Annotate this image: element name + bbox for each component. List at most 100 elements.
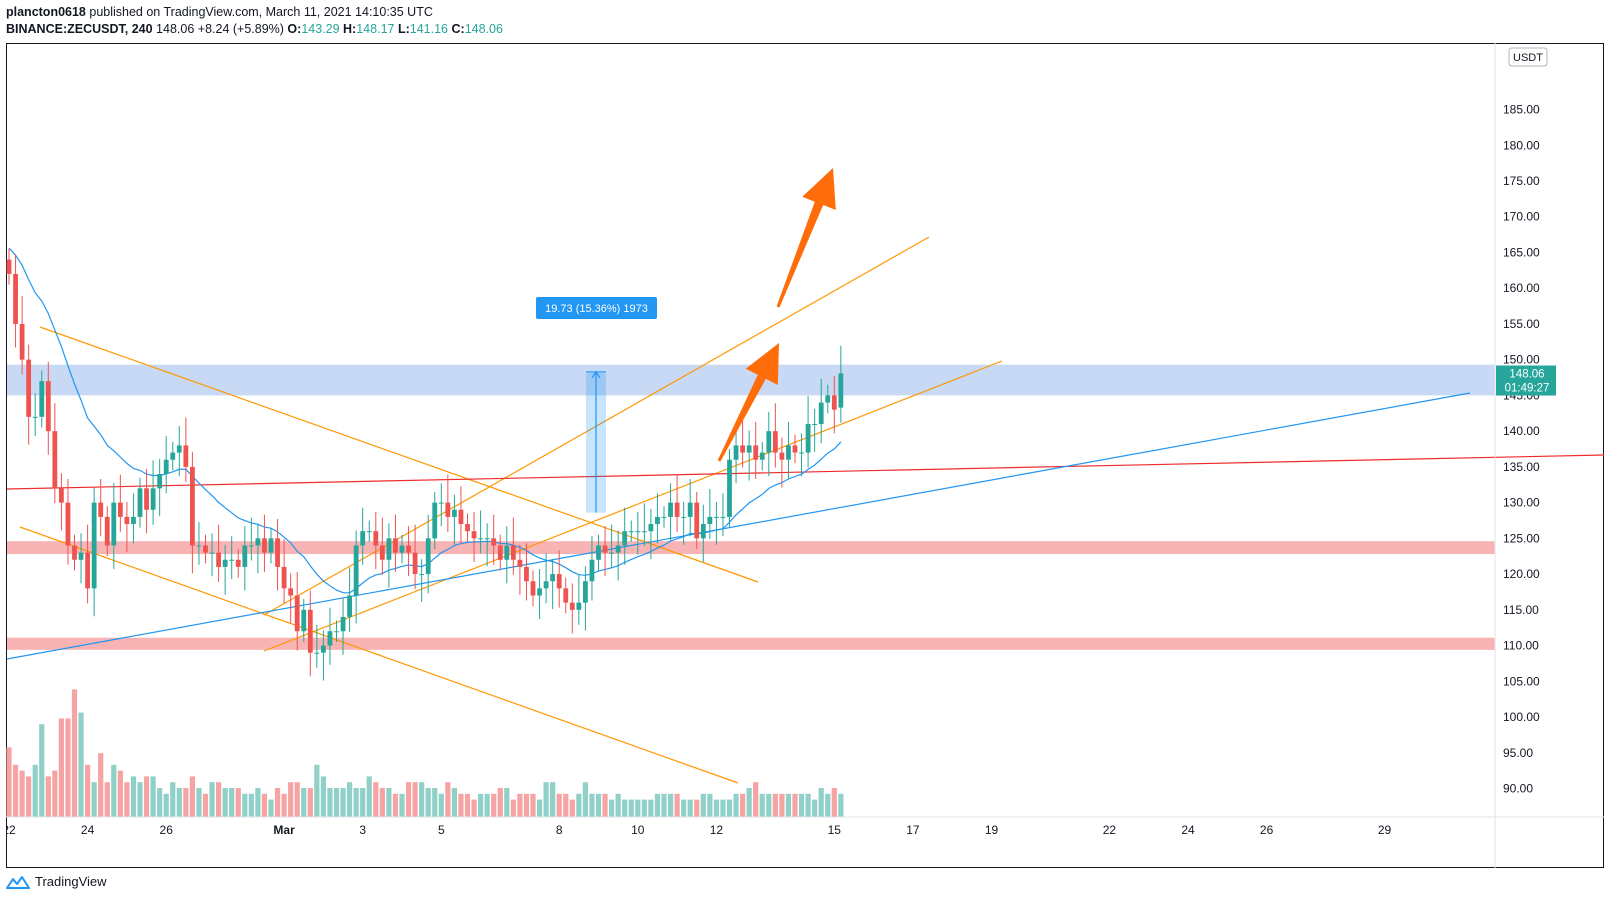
symbol-line: BINANCE:ZECUSDT, 240 148.06 +8.24 (+5.89…	[6, 21, 503, 38]
last-price-label: 148.06	[1509, 369, 1544, 381]
author-name[interactable]: plancton0618	[6, 5, 86, 19]
volume-bar	[196, 788, 202, 817]
volume-bar	[432, 788, 438, 817]
volume-bar	[451, 788, 457, 817]
y-tick-label: 100.00	[1503, 710, 1540, 724]
price-chart[interactable]: 19.73 (15.36%) 1973 90.00 95.00 100.00 105.…	[6, 43, 1604, 868]
volume-bar	[510, 799, 516, 817]
y-tick-label: 160.00	[1503, 281, 1540, 295]
volume-bar	[700, 793, 706, 817]
candle	[576, 602, 582, 610]
x-tick-label: 26	[160, 823, 174, 837]
volume-bar	[523, 793, 530, 817]
candle	[746, 445, 752, 453]
candle	[45, 381, 51, 432]
chart-frame[interactable]: 19.73 (15.36%) 1973 90.00 95.00 100.00 105.…	[6, 43, 1604, 868]
y-tick-label: 135.00	[1503, 460, 1540, 474]
volume-bar	[26, 776, 32, 817]
candle	[805, 423, 811, 453]
candle	[668, 502, 673, 517]
volume-bar	[235, 788, 241, 817]
candle	[569, 602, 575, 610]
candle	[393, 538, 398, 553]
candle	[458, 509, 464, 525]
candle	[720, 516, 726, 518]
volume-bar	[733, 793, 739, 817]
volume-bar	[536, 799, 543, 817]
candle	[425, 538, 431, 575]
x-tick-label: 24	[1181, 823, 1195, 837]
candle	[772, 431, 778, 453]
candle	[583, 581, 588, 603]
candle	[78, 552, 84, 560]
y-tick-label: 175.00	[1503, 174, 1540, 188]
volume-bar	[661, 793, 667, 817]
candle	[779, 452, 785, 460]
candle	[563, 588, 569, 603]
volume-bar	[798, 793, 805, 817]
volume-bar	[654, 793, 661, 817]
candle	[419, 574, 425, 576]
high-value: 148.17	[356, 22, 395, 36]
candle	[733, 445, 739, 460]
candle	[275, 538, 280, 567]
volume-bar	[595, 793, 602, 817]
volume-bar	[825, 793, 831, 817]
volume-bar	[445, 782, 451, 817]
x-tick-label: 5	[438, 823, 445, 837]
volume-bar	[373, 782, 379, 817]
y-tick-label: 155.00	[1503, 317, 1540, 331]
candle	[438, 502, 444, 504]
candle	[334, 631, 339, 633]
volume-bar	[484, 793, 490, 817]
last-price-label-box	[1496, 365, 1556, 396]
candle	[216, 552, 221, 567]
x-tick-label: 3	[359, 823, 366, 837]
candle	[327, 631, 333, 646]
volume-bar	[464, 793, 471, 817]
candle	[740, 445, 745, 453]
candle	[818, 402, 824, 424]
volume-bar	[419, 782, 425, 817]
x-tick-label: 15	[828, 823, 842, 837]
candle	[373, 531, 379, 546]
y-tick-label: 105.00	[1503, 674, 1540, 688]
candle	[39, 381, 45, 417]
volume-bar	[91, 782, 97, 817]
x-tick-label: 19	[985, 823, 999, 837]
candle	[235, 559, 241, 567]
tradingview-footer[interactable]: TradingView	[6, 874, 107, 889]
close-label: C:	[451, 22, 465, 36]
candle	[524, 566, 529, 582]
symbol-label: BINANCE:ZECUSDT, 240	[6, 22, 153, 36]
candle	[52, 431, 58, 489]
candle	[268, 538, 274, 553]
candle	[556, 574, 562, 589]
candle	[137, 488, 143, 517]
y-tick-label: 165.00	[1503, 245, 1540, 259]
candle	[203, 545, 208, 553]
candle	[32, 416, 38, 418]
volume-bar	[812, 799, 818, 817]
candle	[255, 538, 261, 546]
volume-bar	[694, 799, 700, 817]
candle	[504, 545, 510, 560]
candle	[222, 559, 228, 567]
volume-bar	[150, 776, 156, 817]
candle	[786, 445, 791, 460]
candle	[288, 588, 294, 596]
candle	[537, 588, 542, 596]
volume-bar	[78, 712, 84, 817]
volume-bar	[248, 793, 254, 817]
tradingview-brand: TradingView	[35, 874, 107, 889]
volume-bar	[157, 788, 163, 817]
candle	[543, 581, 549, 589]
x-tick-label: 24	[81, 823, 95, 837]
x-tick-label: 8	[556, 823, 563, 837]
chart-border	[6, 43, 1604, 868]
volume-bar	[314, 764, 320, 817]
candle	[379, 545, 385, 560]
candle	[347, 595, 352, 617]
currency-badge[interactable]	[1508, 47, 1548, 67]
candle	[510, 545, 516, 560]
